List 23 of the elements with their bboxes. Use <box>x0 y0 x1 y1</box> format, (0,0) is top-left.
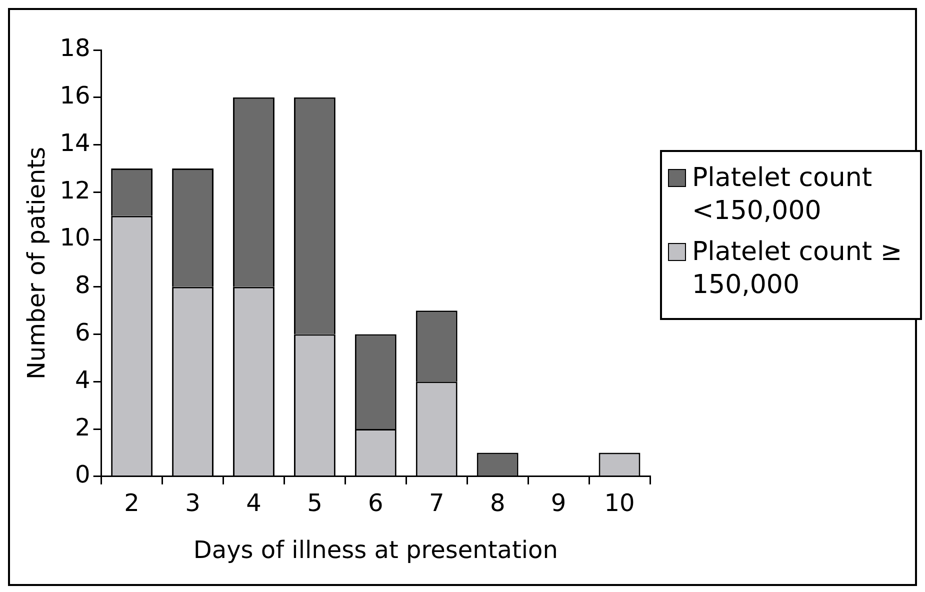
y-tick-label: 4 <box>75 366 90 394</box>
x-axis-title: Days of illness at presentation <box>193 536 558 564</box>
x-tick-label: 2 <box>124 489 140 518</box>
y-tick-label: 12 <box>60 176 90 204</box>
y-tick-label: 14 <box>60 128 90 157</box>
y-tick-label: 6 <box>75 318 90 346</box>
y-tick-label: 16 <box>60 82 90 110</box>
x-tick-label: 3 <box>185 489 200 518</box>
y-axis-title: Number of patients <box>22 146 51 380</box>
x-tick-label: 4 <box>246 489 262 518</box>
legend-label: Platelet count <150,000 <box>692 162 874 228</box>
x-tick-label: 10 <box>604 489 635 518</box>
legend-label: Platelet count ≥ 150,000 <box>692 236 904 302</box>
y-tick-label: 8 <box>75 271 90 300</box>
y-tick-label: 18 <box>60 34 90 62</box>
x-tick-label: 8 <box>490 489 506 518</box>
x-tick-label: 5 <box>307 489 322 518</box>
y-tick-label: 0 <box>75 460 90 489</box>
x-tick-label: 6 <box>368 489 384 518</box>
y-tick-label: 10 <box>60 224 90 252</box>
x-tick-label: 7 <box>428 489 444 518</box>
x-tick-label: 9 <box>550 489 566 518</box>
y-tick-label: 2 <box>75 413 90 442</box>
